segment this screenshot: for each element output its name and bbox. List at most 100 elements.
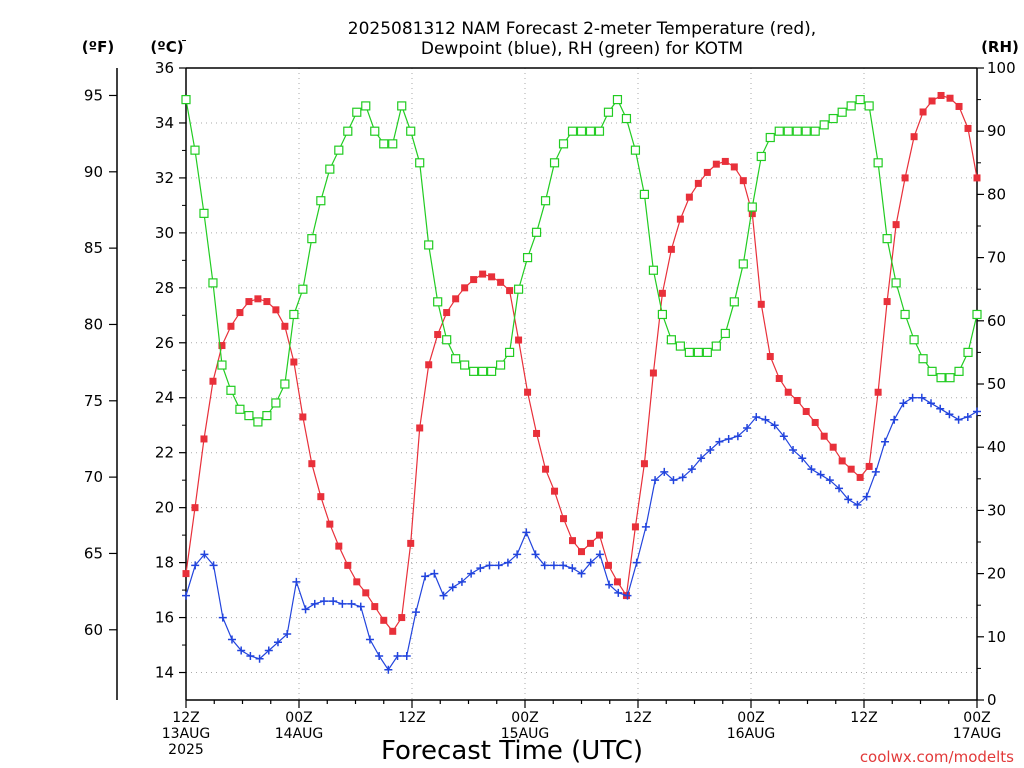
dewpoint_c-point bbox=[365, 635, 374, 644]
dewpoint_c-point bbox=[853, 500, 862, 509]
dewpoint_c-point bbox=[246, 652, 255, 661]
dewpoint_c-point bbox=[678, 473, 687, 482]
dewpoint_c-point bbox=[430, 569, 439, 578]
temperature_c-point bbox=[488, 273, 496, 281]
temperature_c-point bbox=[470, 276, 478, 284]
celsius-tick-label: 20 bbox=[155, 499, 174, 517]
dewpoint_c-point bbox=[329, 597, 338, 606]
rh_percent-point bbox=[963, 347, 973, 357]
temperature_c-point bbox=[461, 284, 469, 292]
temperature_c-point bbox=[703, 168, 711, 176]
temperature_c-point bbox=[775, 375, 783, 383]
rh_percent-point bbox=[487, 366, 497, 376]
dewpoint_c-point bbox=[255, 654, 264, 663]
dewpoint_c-point bbox=[393, 652, 402, 661]
fahrenheit-tick-label: 90 bbox=[84, 163, 103, 181]
temperature_c-point bbox=[290, 358, 298, 366]
temperature_c-point bbox=[604, 561, 612, 569]
temperature_c-point bbox=[335, 542, 343, 550]
dewpoint_c-point bbox=[881, 437, 890, 446]
x-date-label: 13AUG bbox=[162, 726, 211, 742]
rh_percent-point bbox=[280, 379, 290, 389]
temperature_c-point bbox=[946, 94, 954, 102]
dewpoint_c-point bbox=[927, 399, 936, 408]
series-layer bbox=[181, 91, 982, 674]
rh_percent-point bbox=[567, 126, 578, 136]
temperature_c-point bbox=[631, 523, 639, 531]
celsius-tick-label: 24 bbox=[155, 389, 174, 407]
dewpoint_c-point bbox=[752, 412, 761, 421]
dewpoint_c-point bbox=[559, 561, 568, 570]
rh_percent-point bbox=[316, 196, 326, 206]
dewpoint_c-point bbox=[319, 597, 328, 606]
rh_percent-point bbox=[828, 113, 838, 124]
dewpoint_c-point bbox=[954, 415, 963, 424]
temperature_c-point bbox=[452, 295, 460, 303]
x-tick-label: 00Z bbox=[511, 710, 538, 726]
rh-tick-label: 90 bbox=[987, 122, 1006, 140]
dewpoint_c-point bbox=[779, 432, 788, 441]
rh_percent-point bbox=[244, 411, 254, 421]
dewpoint_c-point bbox=[485, 561, 494, 570]
dewpoint_c-point bbox=[467, 569, 476, 578]
dewpoint_c-point bbox=[743, 423, 752, 432]
rh_percent-point bbox=[181, 94, 191, 105]
rh-tick-label: 50 bbox=[987, 375, 1006, 393]
grid bbox=[186, 68, 977, 700]
temperature_c-point bbox=[712, 160, 720, 168]
temperature_c-point bbox=[551, 487, 559, 495]
celsius-tick-label: 28 bbox=[155, 279, 174, 297]
rh_percent-point bbox=[271, 398, 281, 408]
temperature_c-point bbox=[371, 603, 379, 611]
dewpoint_c-point bbox=[917, 393, 926, 402]
temperature_c-point bbox=[398, 614, 406, 622]
temperature_c-point bbox=[353, 578, 361, 586]
rh_percent-point bbox=[945, 373, 955, 383]
rh_percent-point bbox=[729, 297, 739, 307]
temperature_c-point bbox=[721, 157, 729, 165]
rh_percent-point bbox=[307, 234, 317, 244]
dewpoint_c-point bbox=[963, 412, 972, 421]
rh_percent-point bbox=[496, 360, 506, 370]
temperature_c-point bbox=[578, 548, 585, 556]
rh-tick-label: 60 bbox=[987, 312, 1006, 330]
dewpoint_c-point bbox=[798, 454, 807, 463]
rh_percent-point bbox=[226, 385, 236, 395]
rh_percent-point bbox=[540, 196, 551, 206]
credit-label: coolwx.com/modelts bbox=[860, 748, 1014, 766]
rh_percent-point bbox=[855, 94, 865, 105]
dewpoint_c-point bbox=[347, 599, 356, 608]
dewpoint_c-point bbox=[835, 484, 844, 493]
rh_percent-point bbox=[415, 158, 425, 168]
dewpoint_c-point bbox=[724, 434, 733, 443]
rh_percent-point bbox=[657, 309, 667, 320]
temperature_c-point bbox=[200, 435, 208, 443]
temperature_c-point bbox=[739, 177, 747, 185]
temperature_c-point bbox=[227, 322, 235, 330]
temperature_c-point bbox=[569, 537, 577, 545]
temperature_c-point bbox=[730, 163, 738, 171]
dewpoint_c-point bbox=[614, 588, 623, 597]
dewpoint_c-point bbox=[586, 558, 595, 567]
temperature_c-point bbox=[245, 298, 253, 306]
celsius-tick-label: 26 bbox=[155, 334, 174, 352]
rh_percent-point bbox=[469, 366, 479, 376]
dewpoint_c-point bbox=[549, 561, 558, 570]
dewpoint_c-point bbox=[899, 399, 908, 408]
dewpoint_c-point bbox=[844, 495, 853, 504]
fahrenheit-tick-label: 95 bbox=[84, 86, 103, 104]
dewpoint_c-point bbox=[807, 465, 816, 474]
temperature_c-point bbox=[694, 179, 702, 187]
temperature_c-point bbox=[766, 353, 774, 361]
rh_percent-point bbox=[478, 366, 488, 376]
rh_percent-point bbox=[693, 347, 703, 357]
temperature_c-point bbox=[658, 289, 666, 297]
dewpoint_c-point bbox=[273, 638, 282, 647]
temperature_c-point bbox=[829, 443, 837, 451]
fahrenheit-unit-label: (ºF) bbox=[82, 38, 114, 56]
temperature_c-point bbox=[479, 270, 487, 278]
dewpoint_c-point bbox=[421, 572, 430, 581]
dewpoint_c-point bbox=[191, 561, 200, 570]
temperature_c-point bbox=[649, 369, 657, 377]
